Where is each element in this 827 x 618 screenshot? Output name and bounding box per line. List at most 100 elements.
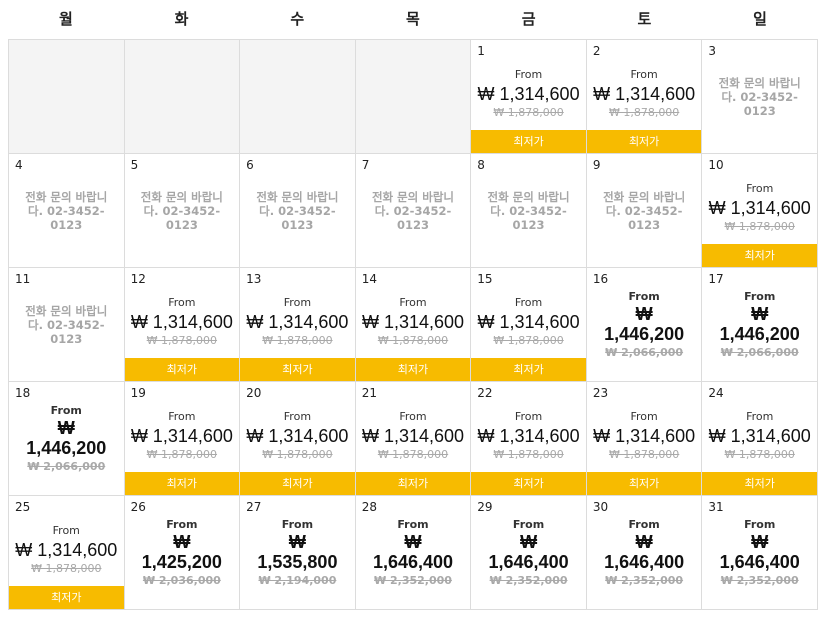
day-number: 3: [708, 44, 717, 58]
lowest-price-badge: 최저가: [355, 358, 471, 381]
original-price: ₩ 1,878,000: [724, 220, 795, 233]
day-cell[interactable]: 7 전화 문의 바랍니다. 02-3452-0123: [355, 154, 472, 268]
day-number: 18: [15, 386, 31, 400]
day-cell[interactable]: 27 From ₩ 1,535,800 ₩ 2,194,000: [240, 496, 356, 610]
original-price: ₩ 1,878,000: [724, 448, 795, 461]
sale-price: ₩ 1,314,600: [477, 426, 580, 446]
sale-price: ₩ 1,646,400: [488, 532, 569, 572]
day-cell[interactable]: 10 From ₩ 1,314,600 ₩ 1,878,000 최저가: [702, 154, 818, 268]
day-content: From ₩ 1,314,600 ₩ 1,878,000: [356, 296, 471, 348]
day-content: From ₩ 1,314,600 ₩ 1,878,000: [240, 296, 355, 348]
sale-price: ₩ 1,314,600: [246, 312, 349, 332]
day-cell[interactable]: 31 From ₩ 1,646,400 ₩ 2,352,000: [702, 496, 818, 610]
from-label: From: [746, 410, 774, 423]
day-number: 26: [130, 500, 146, 514]
day-cell[interactable]: 1 From ₩ 1,314,600 ₩ 1,878,000 최저가: [471, 40, 587, 154]
lowest-price-badge: 최저가: [586, 472, 702, 495]
day-cell[interactable]: 23 From ₩ 1,314,600 ₩ 1,878,000 최저가: [586, 382, 703, 496]
day-number: 13: [246, 272, 262, 286]
lowest-price-badge: 최저가: [471, 358, 586, 381]
day-content: 전화 문의 바랍니다. 02-3452-0123: [702, 76, 817, 118]
empty-day-cell: [9, 40, 125, 154]
day-cell[interactable]: 24 From ₩ 1,314,600 ₩ 1,878,000 최저가: [702, 382, 818, 496]
day-cell[interactable]: 28 From ₩ 1,646,400 ₩ 2,352,000: [355, 496, 472, 610]
day-number: 15: [477, 272, 493, 286]
day-content: From ₩ 1,314,600 ₩ 1,878,000: [587, 410, 702, 462]
day-cell[interactable]: 30 From ₩ 1,646,400 ₩ 2,352,000: [586, 496, 703, 610]
day-number: 22: [477, 386, 493, 400]
day-number: 21: [361, 386, 377, 400]
day-cell[interactable]: 9 전화 문의 바랍니다. 02-3452-0123: [586, 154, 703, 268]
empty-day-cell: [355, 40, 472, 154]
weekday-sun: 일: [753, 10, 767, 28]
day-number: 7: [361, 158, 370, 172]
day-number: 14: [361, 272, 377, 286]
lowest-price-badge: 최저가: [471, 472, 586, 495]
day-cell[interactable]: 19 From ₩ 1,314,600 ₩ 1,878,000 최저가: [124, 382, 241, 496]
day-cell[interactable]: 13 From ₩ 1,314,600 ₩ 1,878,000 최저가: [240, 268, 356, 382]
day-number: 20: [246, 386, 262, 400]
sale-price: ₩ 1,314,600: [130, 312, 233, 332]
day-cell[interactable]: 11 전화 문의 바랍니다. 02-3452-0123: [9, 268, 125, 382]
from-label: From: [512, 518, 545, 531]
original-price: ₩ 2,066,000: [605, 346, 684, 359]
day-cell[interactable]: 22 From ₩ 1,314,600 ₩ 1,878,000 최저가: [471, 382, 587, 496]
phone-inquiry-text: 전화 문의 바랍니다. 02-3452-0123: [371, 190, 455, 232]
weekday-thu: 목: [406, 10, 420, 28]
sale-price: ₩ 1,314,600: [361, 426, 465, 446]
day-number: 28: [361, 500, 377, 514]
day-number: 19: [130, 386, 146, 400]
day-content: From ₩ 1,446,200 ₩ 2,066,000: [9, 404, 124, 474]
day-number: 31: [708, 500, 724, 514]
original-price: ₩ 2,194,000: [258, 574, 337, 587]
day-cell[interactable]: 18 From ₩ 1,446,200 ₩ 2,066,000: [9, 382, 125, 496]
lowest-price-badge: 최저가: [124, 472, 240, 495]
sale-price: ₩ 1,314,600: [15, 540, 118, 560]
day-cell[interactable]: 15 From ₩ 1,314,600 ₩ 1,878,000 최저가: [471, 268, 587, 382]
day-content: From ₩ 1,314,600 ₩ 1,878,000: [356, 410, 471, 462]
day-cell[interactable]: 14 From ₩ 1,314,600 ₩ 1,878,000 최저가: [355, 268, 472, 382]
day-content: 전화 문의 바랍니다. 02-3452-0123: [356, 190, 471, 232]
day-cell[interactable]: 26 From ₩ 1,425,200 ₩ 2,036,000: [124, 496, 241, 610]
from-label: From: [166, 518, 198, 531]
weekday-sat: 토: [637, 10, 652, 28]
day-cell[interactable]: 21 From ₩ 1,314,600 ₩ 1,878,000 최저가: [355, 382, 472, 496]
day-content: From ₩ 1,314,600 ₩ 1,878,000: [471, 410, 586, 462]
original-price: ₩ 2,352,000: [605, 574, 684, 587]
day-cell[interactable]: 2 From ₩ 1,314,600 ₩ 1,878,000 최저가: [586, 40, 703, 154]
from-label: From: [281, 518, 314, 531]
from-label: From: [50, 404, 82, 417]
original-price: ₩ 2,066,000: [720, 346, 799, 359]
day-number: 23: [592, 386, 609, 400]
day-content: From ₩ 1,314,600 ₩ 1,878,000: [587, 68, 702, 120]
phone-inquiry-text: 전화 문의 바랍니다. 02-3452-0123: [603, 190, 686, 232]
day-content: From ₩ 1,646,400 ₩ 2,352,000: [702, 518, 817, 588]
day-number: 8: [477, 158, 485, 172]
day-content: From ₩ 1,314,600 ₩ 1,878,000: [702, 182, 817, 234]
day-cell[interactable]: 17 From ₩ 1,446,200 ₩ 2,066,000: [702, 268, 818, 382]
day-cell[interactable]: 5 전화 문의 바랍니다. 02-3452-0123: [124, 154, 241, 268]
sale-price: ₩ 1,314,600: [130, 426, 233, 446]
day-cell[interactable]: 29 From ₩ 1,646,400 ₩ 2,352,000: [471, 496, 587, 610]
calendar-grid: 1 From ₩ 1,314,600 ₩ 1,878,000 최저가 2 From ₩ 1,3…: [8, 39, 818, 610]
sale-price: ₩ 1,314,600: [361, 312, 465, 332]
from-label: From: [397, 518, 429, 531]
day-cell[interactable]: 8 전화 문의 바랍니다. 02-3452-0123: [471, 154, 587, 268]
day-cell[interactable]: 12 From ₩ 1,314,600 ₩ 1,878,000 최저가: [124, 268, 241, 382]
day-content: 전화 문의 바랍니다. 02-3452-0123: [587, 190, 702, 232]
day-cell[interactable]: 4 전화 문의 바랍니다. 02-3452-0123: [9, 154, 125, 268]
day-cell[interactable]: 6 전화 문의 바랍니다. 02-3452-0123: [240, 154, 356, 268]
day-cell[interactable]: 16 From ₩ 1,446,200 ₩ 2,066,000: [586, 268, 703, 382]
original-price: ₩ 1,878,000: [493, 106, 564, 119]
lowest-price-badge: 최저가: [355, 472, 471, 495]
day-cell[interactable]: 20 From ₩ 1,314,600 ₩ 1,878,000 최저가: [240, 382, 356, 496]
lowest-price-badge: 최저가: [124, 358, 240, 381]
sale-price: ₩ 1,646,400: [719, 532, 800, 572]
day-number: 9: [592, 158, 601, 172]
phone-inquiry-text: 전화 문의 바랍니다. 02-3452-0123: [718, 76, 801, 118]
day-cell[interactable]: 25 From ₩ 1,314,600 ₩ 1,878,000 최저가: [9, 496, 125, 610]
sale-price: ₩ 1,425,200: [141, 532, 222, 572]
lowest-price-badge: 최저가: [702, 244, 817, 267]
day-cell[interactable]: 3 전화 문의 바랍니다. 02-3452-0123: [702, 40, 818, 154]
original-price: ₩ 2,352,000: [720, 574, 799, 587]
